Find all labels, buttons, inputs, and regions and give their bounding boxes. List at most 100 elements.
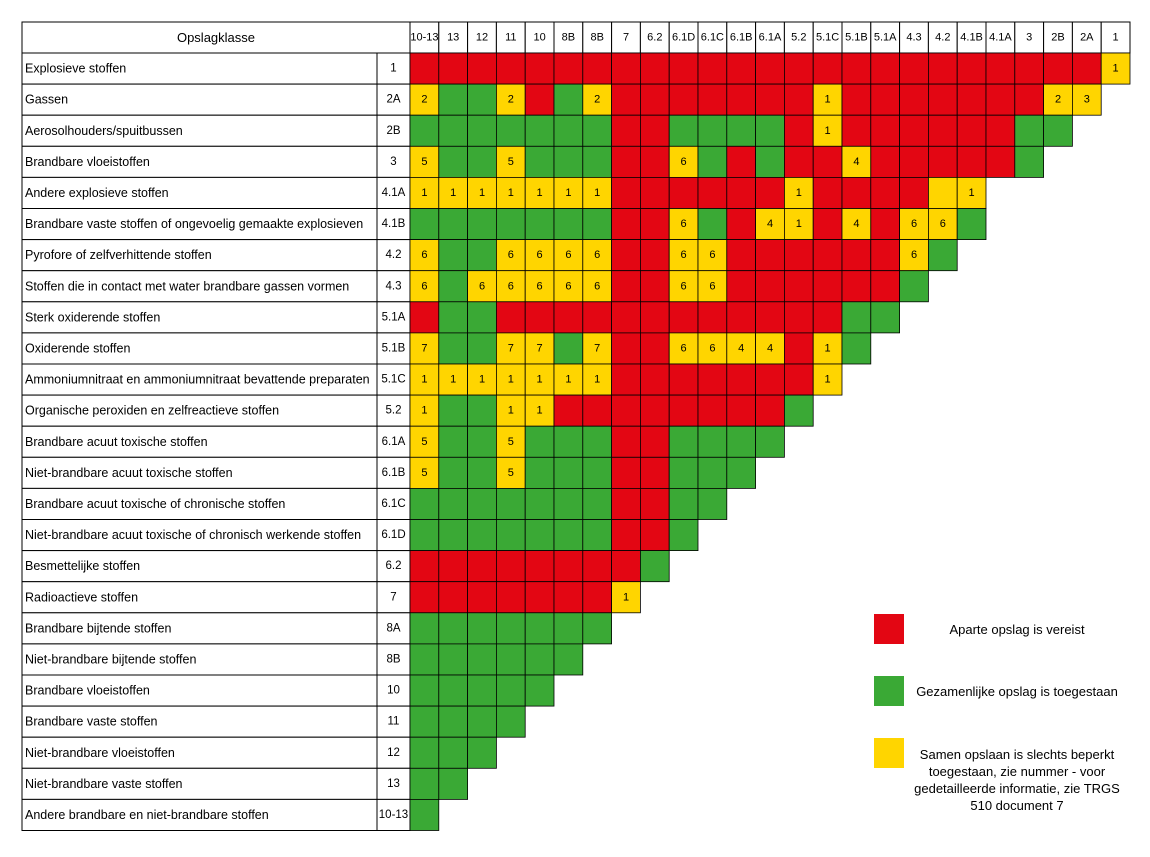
row-name: Niet-brandbare acuut toxische of chronis… — [25, 528, 361, 542]
matrix-cell — [467, 394, 497, 427]
cell-number: 1 — [825, 374, 831, 386]
matrix-cell — [409, 581, 440, 614]
matrix-cell — [870, 52, 900, 85]
matrix-cell — [668, 363, 699, 396]
matrix-cell — [697, 456, 728, 489]
row-name-cell — [21, 83, 378, 116]
column-header-cell — [582, 21, 613, 54]
matrix-cell — [409, 239, 440, 272]
matrix-cell — [841, 270, 872, 303]
column-header: 3 — [1026, 32, 1032, 44]
column-header: 5.2 — [791, 32, 806, 44]
row-name: Organische peroxiden en zelfreactieve st… — [25, 404, 279, 418]
matrix-cell — [524, 145, 555, 178]
row-name-cell — [21, 674, 378, 707]
matrix-cell — [553, 270, 584, 303]
matrix-cell — [495, 301, 526, 334]
row-code-cell — [376, 332, 411, 365]
matrix-cell — [640, 208, 670, 241]
column-header: 6.1A — [759, 32, 782, 44]
matrix-cell — [985, 114, 1016, 147]
matrix-cell — [611, 83, 641, 116]
matrix-cell — [841, 114, 872, 147]
matrix-cell — [668, 425, 699, 458]
matrix-cell — [697, 394, 728, 427]
matrix-cell — [611, 581, 641, 614]
matrix-cell — [755, 145, 785, 178]
matrix-cell — [582, 176, 612, 209]
matrix-cell — [726, 270, 756, 303]
matrix-cell — [409, 301, 440, 334]
matrix-cell — [1014, 145, 1044, 178]
cell-number: 6 — [594, 280, 600, 292]
matrix-cell — [409, 332, 440, 365]
matrix-cell — [409, 487, 440, 520]
matrix-cell — [611, 114, 641, 147]
matrix-cell — [524, 519, 555, 552]
column-header: 2A — [1080, 32, 1094, 44]
matrix-cell — [956, 52, 987, 85]
column-header: 13 — [447, 32, 459, 44]
matrix-cell — [1043, 114, 1073, 147]
matrix-cell — [640, 550, 670, 583]
cell-number: 6 — [709, 342, 715, 354]
row-name: Brandbare vloeistoffen — [25, 684, 150, 698]
cell-number: 1 — [508, 374, 514, 386]
matrix-cell — [409, 176, 440, 209]
matrix-cell — [956, 114, 987, 147]
matrix-cell — [495, 425, 526, 458]
matrix-cell — [467, 425, 497, 458]
matrix-cell — [755, 83, 785, 116]
row-name-cell — [21, 425, 378, 458]
row-name: Radioactieve stoffen — [25, 590, 138, 604]
row-name: Niet-brandbare acuut toxische stoffen — [25, 466, 233, 480]
matrix-cell — [409, 674, 440, 707]
row-name: Andere explosieve stoffen — [25, 186, 169, 200]
matrix-cell — [726, 394, 756, 427]
matrix-cell — [409, 767, 440, 800]
column-header-cell — [985, 21, 1016, 54]
cell-number: 1 — [565, 374, 571, 386]
matrix-cell — [524, 487, 555, 520]
matrix-cell — [697, 239, 728, 272]
matrix-cell — [1014, 52, 1044, 85]
matrix-cell — [812, 176, 843, 209]
matrix-cell — [870, 176, 900, 209]
matrix-cell — [553, 332, 584, 365]
matrix-cell — [611, 425, 641, 458]
matrix-cell — [467, 363, 497, 396]
matrix-cell — [495, 176, 526, 209]
matrix-cell — [553, 519, 584, 552]
matrix-cell — [524, 425, 555, 458]
matrix-cell — [438, 487, 468, 520]
matrix-cell — [438, 643, 468, 676]
matrix-cell — [928, 114, 958, 147]
matrix-cell — [582, 270, 612, 303]
cell-number: 1 — [796, 187, 802, 199]
cell-number: 5 — [508, 467, 514, 479]
cell-number: 1 — [537, 374, 543, 386]
cell-number: 6 — [709, 249, 715, 261]
column-header: 7 — [623, 32, 629, 44]
matrix-cell — [812, 332, 843, 365]
matrix-cell — [582, 550, 612, 583]
matrix-cell — [841, 332, 872, 365]
row-code: 10-13 — [379, 809, 408, 821]
matrix-cell — [668, 394, 699, 427]
matrix-cell — [467, 705, 497, 738]
matrix-cell — [524, 612, 555, 645]
matrix-cell — [495, 456, 526, 489]
column-header: 4.1B — [960, 32, 983, 44]
matrix-cell — [467, 208, 497, 241]
matrix-cell — [467, 239, 497, 272]
matrix-cell — [726, 208, 756, 241]
cell-number: 2 — [594, 94, 600, 106]
row-code: 11 — [388, 716, 400, 728]
cell-number: 5 — [421, 467, 427, 479]
matrix-cell — [784, 52, 814, 85]
matrix-cell — [467, 519, 497, 552]
matrix-cell — [524, 456, 555, 489]
matrix-cell — [640, 332, 670, 365]
matrix-cell — [841, 301, 872, 334]
row-code: 7 — [390, 591, 396, 603]
